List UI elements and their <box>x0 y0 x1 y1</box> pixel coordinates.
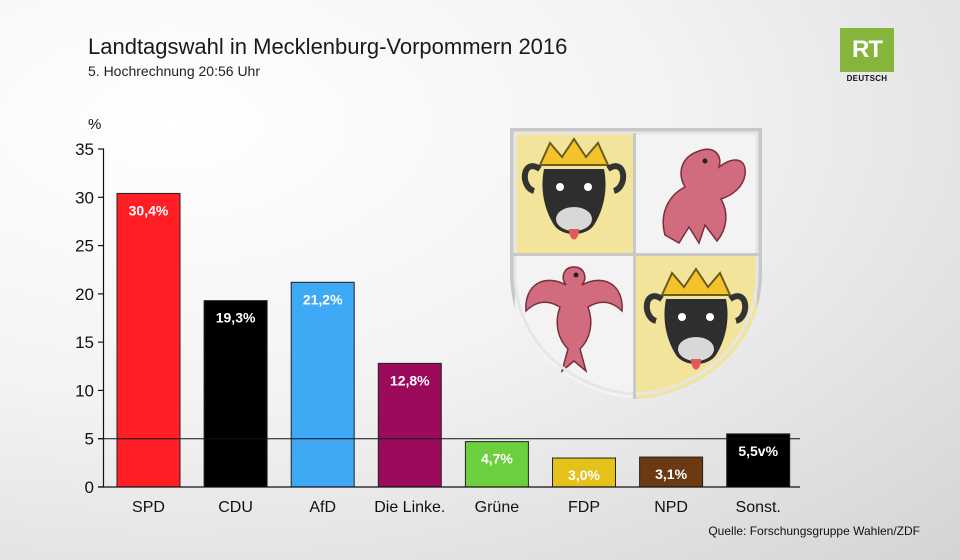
bar-value-label: 5,5v% <box>738 443 778 459</box>
x-tick-label: Die Linke. <box>374 499 445 516</box>
x-tick-label: CDU <box>218 499 253 516</box>
x-tick-label: SPD <box>132 499 165 516</box>
x-tick-label: NPD <box>654 499 688 516</box>
bar-value-label: 4,7% <box>481 451 513 467</box>
y-tick-label: 5 <box>85 430 94 449</box>
bar-value-label: 19,3% <box>216 310 256 326</box>
bar-value-label: 30,4% <box>129 202 169 218</box>
bar-value-label: 3,1% <box>655 466 687 482</box>
y-axis-unit: % <box>88 116 102 133</box>
bar <box>726 433 791 488</box>
bar-value-label: 21,2% <box>303 291 343 307</box>
y-tick-label: 0 <box>85 478 94 497</box>
y-tick-label: 10 <box>75 381 94 400</box>
x-tick-label: Grüne <box>475 499 520 516</box>
x-tick-label: Sonst. <box>736 499 781 516</box>
bar <box>290 281 355 488</box>
rt-logo-mark: RT <box>840 28 894 72</box>
y-tick-label: 30 <box>75 188 94 207</box>
chart-title: Landtagswahl in Mecklenburg-Vorpommern 2… <box>88 34 568 59</box>
y-tick-label: 35 <box>75 140 94 159</box>
y-tick-label: 25 <box>75 237 94 256</box>
bar-value-label: 12,8% <box>390 372 430 388</box>
bar <box>203 300 268 488</box>
y-tick-label: 15 <box>75 333 94 352</box>
bar <box>377 362 442 488</box>
x-tick-label: AfD <box>309 499 336 516</box>
source-note: Quelle: Forschungsgruppe Wahlen/ZDF <box>708 524 920 538</box>
rt-logo-subtext: DEUTSCH <box>846 74 888 83</box>
x-tick-label: FDP <box>568 499 600 516</box>
y-tick-label: 20 <box>75 285 94 304</box>
bar-value-label: 3,0% <box>568 467 600 483</box>
bar <box>552 457 616 488</box>
coat-of-arms-icon <box>510 128 762 399</box>
rt-logo: RT DEUTSCH <box>840 28 894 83</box>
bar <box>116 192 181 488</box>
chart-subtitle: 5. Hochrechnung 20:56 Uhr <box>88 63 260 79</box>
